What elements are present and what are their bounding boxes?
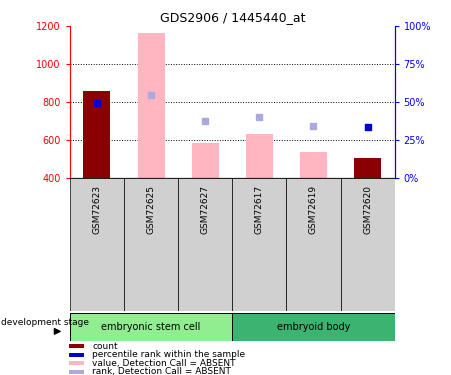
Point xyxy=(202,118,209,124)
Point xyxy=(256,114,263,120)
Bar xyxy=(83,91,110,178)
Text: rank, Detection Call = ABSENT: rank, Detection Call = ABSENT xyxy=(92,367,231,375)
Point xyxy=(93,100,101,106)
Point xyxy=(364,124,371,130)
Title: GDS2906 / 1445440_at: GDS2906 / 1445440_at xyxy=(160,11,305,24)
Text: GSM72620: GSM72620 xyxy=(363,185,372,234)
Bar xyxy=(124,178,178,311)
Bar xyxy=(69,361,84,365)
Bar xyxy=(69,370,84,374)
Bar xyxy=(341,178,395,311)
Bar xyxy=(138,33,165,178)
Bar xyxy=(354,158,381,178)
Text: count: count xyxy=(92,342,118,351)
Point xyxy=(147,92,155,98)
Bar xyxy=(232,178,286,311)
Bar xyxy=(192,143,219,178)
Bar xyxy=(70,178,124,311)
Bar xyxy=(232,313,395,341)
Text: development stage: development stage xyxy=(1,318,89,327)
Text: embryoid body: embryoid body xyxy=(277,322,350,332)
Bar xyxy=(69,353,84,357)
Bar xyxy=(70,313,232,341)
Text: embryonic stem cell: embryonic stem cell xyxy=(101,322,201,332)
Text: GSM72627: GSM72627 xyxy=(201,185,210,234)
Bar xyxy=(286,178,341,311)
Text: GSM72619: GSM72619 xyxy=(309,185,318,234)
Text: GSM72625: GSM72625 xyxy=(147,185,156,234)
Bar xyxy=(300,153,327,178)
Point xyxy=(310,123,317,129)
Bar xyxy=(246,134,273,178)
Bar xyxy=(178,178,232,311)
Bar xyxy=(69,344,84,348)
Text: percentile rank within the sample: percentile rank within the sample xyxy=(92,350,245,359)
Text: GSM72623: GSM72623 xyxy=(92,185,101,234)
Text: GSM72617: GSM72617 xyxy=(255,185,264,234)
Text: value, Detection Call = ABSENT: value, Detection Call = ABSENT xyxy=(92,358,235,368)
